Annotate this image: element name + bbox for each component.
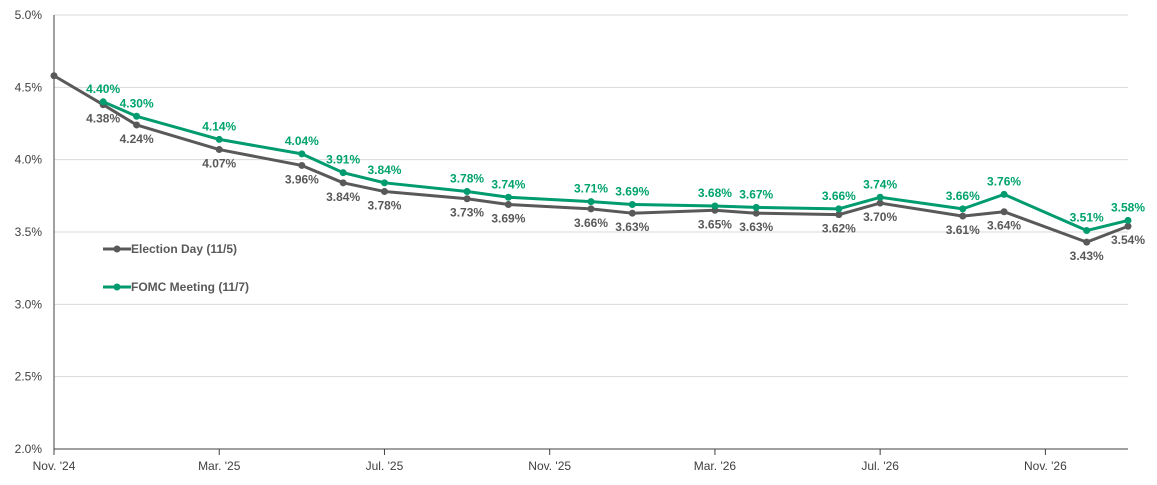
y-tick-label: 5.0% [15,8,43,22]
data-label: 3.54% [1111,233,1145,247]
x-tick-label: Nov. '25 [528,459,571,473]
legend: Election Day (11/5) FOMC Meeting (11/7) [103,242,249,294]
data-point [1124,222,1132,230]
x-tick-label: Mar. '26 [694,459,737,473]
y-tick-label: 2.0% [15,442,43,456]
data-point [50,72,58,80]
data-label: 3.78% [450,171,484,185]
data-point [504,201,512,209]
data-point [133,112,141,120]
data-point [835,211,843,219]
data-label: 3.70% [863,210,897,224]
data-labels: 4.38%4.24% 4.07% 3.96% 3.84% 3.78% 3.73% 3.69%… [86,82,1145,263]
data-label: 4.07% [202,157,236,171]
data-point [463,187,471,195]
data-label: 3.78% [367,198,401,212]
data-point [380,187,388,195]
data-label: 3.69% [615,185,649,199]
data-label: 4.30% [120,96,154,110]
y-tick-label: 4.0% [15,153,43,167]
data-point [339,179,347,187]
data-label: 3.91% [326,153,360,167]
legend-item-election-day: Election Day (11/5) [103,242,237,256]
data-label: 3.43% [1070,249,1104,263]
legend-label-fomc-meeting: FOMC Meeting (11/7) [131,280,249,294]
legend-label-election-day: Election Day (11/5) [131,242,237,256]
gridlines [54,14,1128,450]
data-point [711,202,719,210]
data-label: 3.62% [822,222,856,236]
data-label: 3.65% [698,217,732,231]
legend-marker-fomc-meeting [113,283,121,291]
x-tick-label: Jul. '25 [366,459,404,473]
data-point [504,193,512,201]
x-tick-label: Nov. '26 [1024,459,1067,473]
data-label: 3.96% [285,172,319,186]
series-lines [50,72,1132,246]
data-label: 3.74% [491,177,525,191]
y-tick-label: 4.5% [15,80,43,94]
data-label: 3.67% [739,187,773,201]
data-label: 3.66% [946,189,980,203]
data-point [959,205,967,213]
data-point [133,121,141,129]
data-point [380,179,388,187]
data-point [876,193,884,201]
data-point [876,199,884,207]
series-line-1 [102,100,1129,233]
data-label: 3.51% [1070,211,1104,225]
x-tick-label: Nov. '24 [33,459,76,473]
data-label: 3.73% [450,206,484,220]
data-label: 3.74% [863,177,897,191]
data-point [99,98,107,106]
data-point [298,161,306,169]
data-point [298,150,306,158]
data-label: 4.24% [120,132,154,146]
x-axis: Nov. '24 Mar. '25 Jul. '25 Nov. '25 Mar. '26… [33,448,1128,473]
data-point [628,209,636,217]
data-label: 4.40% [86,82,120,96]
data-label: 3.63% [615,220,649,234]
data-point [339,169,347,177]
data-point [752,209,760,217]
data-label: 3.84% [326,190,360,204]
data-label: 3.64% [987,219,1021,233]
data-point [463,195,471,203]
data-label: 3.84% [367,163,401,177]
legend-marker-election-day [113,245,121,253]
data-point [1083,238,1091,246]
x-tick-label: Jul. '26 [861,459,899,473]
data-label: 3.76% [987,174,1021,188]
data-label: 3.68% [698,186,732,200]
data-point [1000,190,1008,198]
data-point [587,198,595,206]
data-label: 3.61% [946,223,980,237]
y-tick-label: 3.5% [15,225,43,239]
data-point [215,146,223,154]
data-point [215,135,223,143]
data-label: 3.66% [574,216,608,230]
data-label: 3.66% [822,189,856,203]
data-label: 3.69% [491,212,525,226]
data-point [1000,208,1008,216]
data-label: 4.14% [202,119,236,133]
data-point [628,201,636,209]
data-point [959,212,967,220]
data-label: 3.71% [574,182,608,196]
data-point [752,203,760,211]
data-label: 3.58% [1111,200,1145,214]
data-label: 3.63% [739,220,773,234]
y-tick-label: 2.5% [15,370,43,384]
y-axis: 2.0% 2.5% 3.0% 3.5% 4.0% 4.5% 5.0% [15,8,55,456]
data-label: 4.38% [86,112,120,126]
data-point [835,205,843,213]
data-point [1083,227,1091,235]
x-tick-label: Mar. '25 [198,459,241,473]
data-point [1124,216,1132,224]
legend-item-fomc-meeting: FOMC Meeting (11/7) [103,280,249,294]
y-tick-label: 3.0% [15,297,43,311]
data-label: 4.04% [285,134,319,148]
data-point [587,205,595,213]
